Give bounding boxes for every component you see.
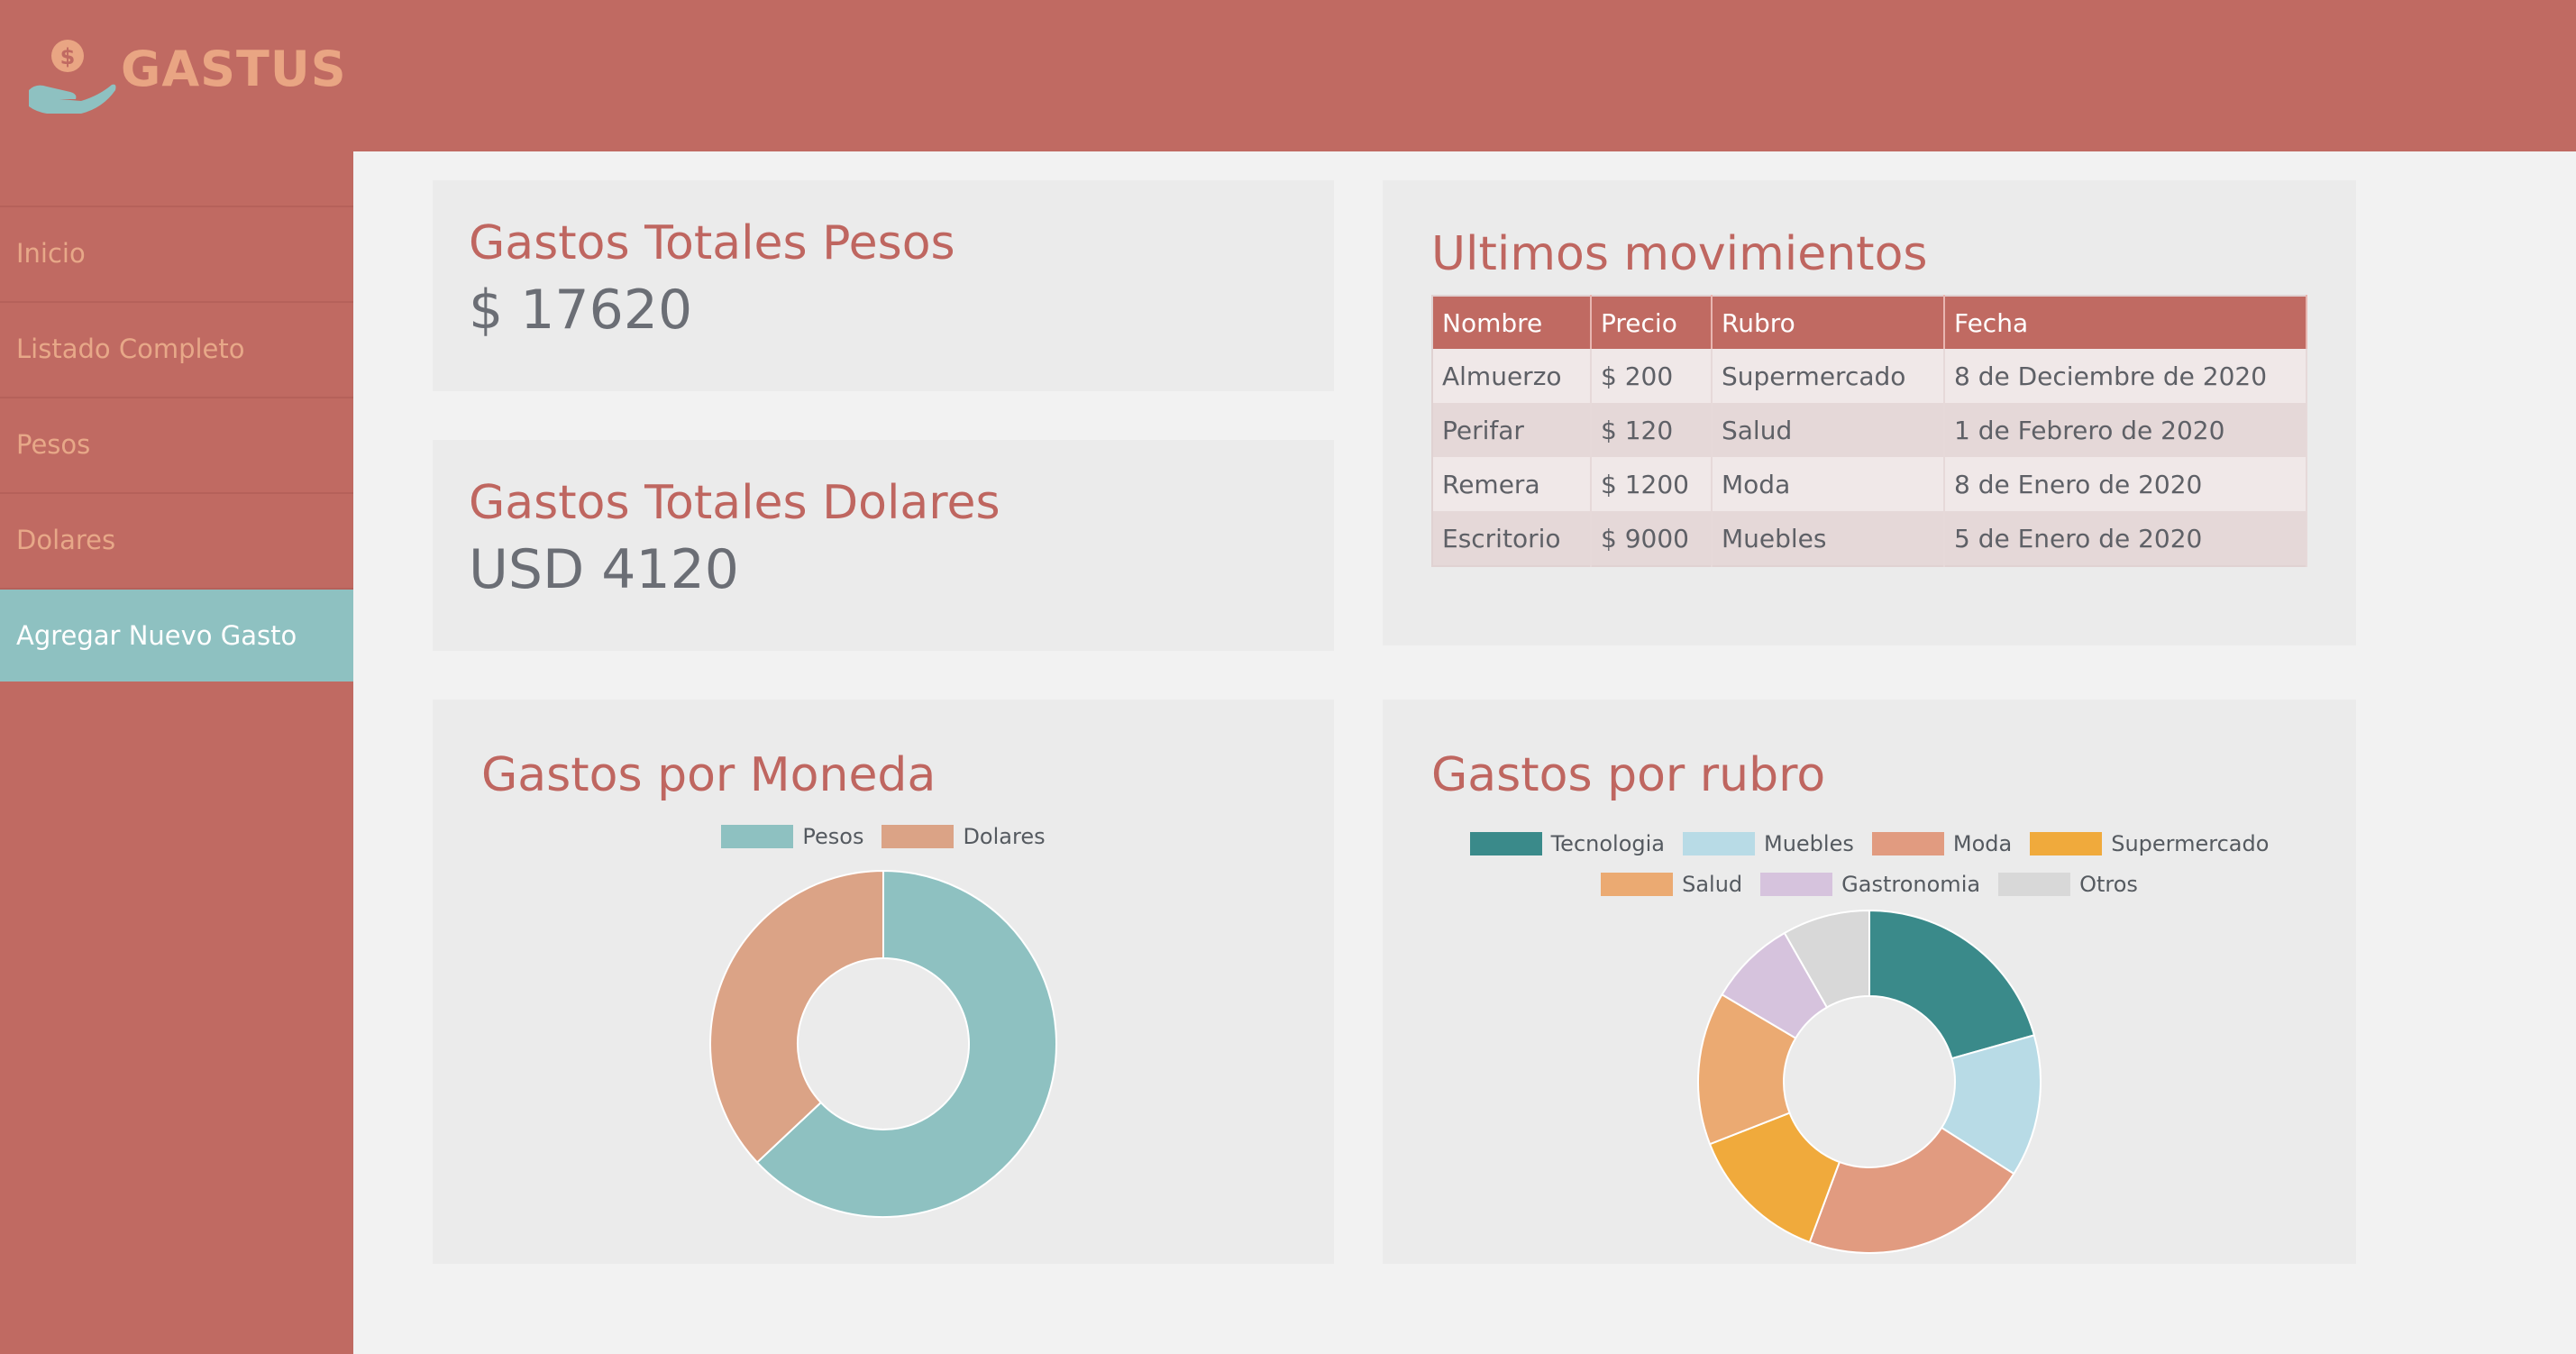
cell-precio: $ 1200 [1591,457,1713,511]
moneda-chart-title: Gastos por Moneda [481,748,936,802]
column-header-nombre[interactable]: Nombre [1432,296,1592,349]
cell-rubro: Muebles [1712,511,1945,566]
cell-precio: $ 120 [1591,403,1713,457]
column-header-fecha[interactable]: Fecha [1944,296,2307,349]
sidebar-item-agregar-nuevo-gasto[interactable]: Agregar Nuevo Gasto [0,588,353,682]
legend-item-moda[interactable]: Moda [1871,823,2013,864]
slice-tecnologia[interactable] [1868,909,2036,1060]
movimientos-title: Ultimos movimientos [1431,227,1928,281]
legend-swatch [721,824,794,848]
legend-label: Tecnologia [1550,830,1665,856]
total-dolares-card: Gastos Totales Dolares USD 4120 [433,440,1334,651]
total-pesos-value: $ 17620 [469,279,693,342]
legend-swatch [1683,831,1755,855]
legend-item-dolares[interactable]: Dolares [882,823,1046,849]
legend-swatch [1871,831,1944,855]
legend-label: Otros [2079,872,2138,897]
legend-label: Pesos [802,823,864,849]
legend-label: Moda [1952,830,2013,856]
cell-nombre: Remera [1432,457,1592,511]
legend-item-supermercado[interactable]: Supermercado [2030,823,2269,864]
legend-item-pesos[interactable]: Pesos [721,823,863,849]
table-header-row: Nombre Precio Rubro Fecha [1432,296,2307,349]
legend-swatch [1760,873,1833,896]
legend-item-muebles[interactable]: Muebles [1683,823,1854,864]
moneda-donut-chart [709,869,1057,1218]
cell-precio: $ 9000 [1591,511,1713,566]
table-row[interactable]: Perifar $ 120 Salud 1 de Febrero de 2020 [1432,403,2307,457]
cell-fecha: 8 de Deciembre de 2020 [1944,349,2307,403]
table-row[interactable]: Escritorio $ 9000 Muebles 5 de Enero de … [1432,511,2307,566]
legend-label: Salud [1682,872,1743,897]
coin-symbol: $ [60,44,76,69]
legend-label: Gastronomia [1841,872,1981,897]
cell-nombre: Escritorio [1432,511,1592,566]
rubro-chart-card: Gastos por rubro Tecnologia Muebles Moda Su… [1383,700,2356,1264]
slice-moda[interactable] [1808,1126,2015,1254]
table-row[interactable]: Remera $ 1200 Moda 8 de Enero de 2020 [1432,457,2307,511]
legend-swatch [1469,831,1542,855]
column-header-precio[interactable]: Precio [1591,296,1713,349]
sidebar-item-inicio[interactable]: Inicio [0,206,353,299]
sidebar: Inicio Listado Completo Pesos Dolares Ag… [0,151,353,1354]
legend-swatch [1998,873,2071,896]
legend-item-gastronomia[interactable]: Gastronomia [1760,864,1980,904]
moneda-chart-legend: Pesos Dolares [433,822,1334,849]
legend-item-salud[interactable]: Salud [1601,864,1742,904]
sidebar-item-listado-completo[interactable]: Listado Completo [0,301,353,395]
column-header-rubro[interactable]: Rubro [1712,296,1945,349]
sidebar-item-pesos[interactable]: Pesos [0,397,353,490]
legend-item-otros[interactable]: Otros [1998,864,2138,904]
table-row[interactable]: Almuerzo $ 200 Supermercado 8 de Deciemb… [1432,349,2307,403]
total-dolares-title: Gastos Totales Dolares [469,476,1000,530]
cell-fecha: 1 de Febrero de 2020 [1944,403,2307,457]
total-pesos-card: Gastos Totales Pesos $ 17620 [433,180,1334,391]
legend-item-tecnologia[interactable]: Tecnologia [1469,823,1665,864]
slice-pesos[interactable] [755,869,1057,1218]
app-logo[interactable]: $ GASTUS [27,36,346,117]
cell-fecha: 5 de Enero de 2020 [1944,511,2307,566]
moneda-chart-card: Gastos por Moneda Pesos Dolares [433,700,1334,1264]
total-pesos-title: Gastos Totales Pesos [469,216,955,270]
total-dolares-value: USD 4120 [469,538,739,601]
slice-dolares[interactable] [709,869,884,1164]
cell-rubro: Salud [1712,403,1945,457]
hand-coin-icon: $ [29,40,116,114]
cell-rubro: Moda [1712,457,1945,511]
legend-label: Dolares [963,823,1046,849]
cell-nombre: Almuerzo [1432,349,1592,403]
slice-otros[interactable] [1783,909,1870,1009]
cell-nombre: Perifar [1432,403,1592,457]
legend-swatch [2030,831,2103,855]
top-bar: $ GASTUS [0,0,2576,151]
rubro-chart-legend: Tecnologia Muebles Moda Supermercado Salud Ga… [1383,822,2356,904]
legend-label: Muebles [1764,830,1854,856]
app-name: GASTUS [121,41,347,97]
cell-rubro: Supermercado [1712,349,1945,403]
rubro-donut-chart [1697,909,2042,1254]
sidebar-item-dolares[interactable]: Dolares [0,492,353,586]
legend-swatch [882,824,955,848]
slice-salud[interactable] [1697,993,1797,1146]
legend-label: Supermercado [2111,830,2270,856]
cell-fecha: 8 de Enero de 2020 [1944,457,2307,511]
legend-swatch [1601,873,1674,896]
movimientos-table: Nombre Precio Rubro Fecha Almuerzo $ 200… [1431,295,2307,567]
cell-precio: $ 200 [1591,349,1713,403]
rubro-chart-title: Gastos por rubro [1431,748,1826,802]
movimientos-card: Ultimos movimientos Nombre Precio Rubro … [1383,180,2356,645]
